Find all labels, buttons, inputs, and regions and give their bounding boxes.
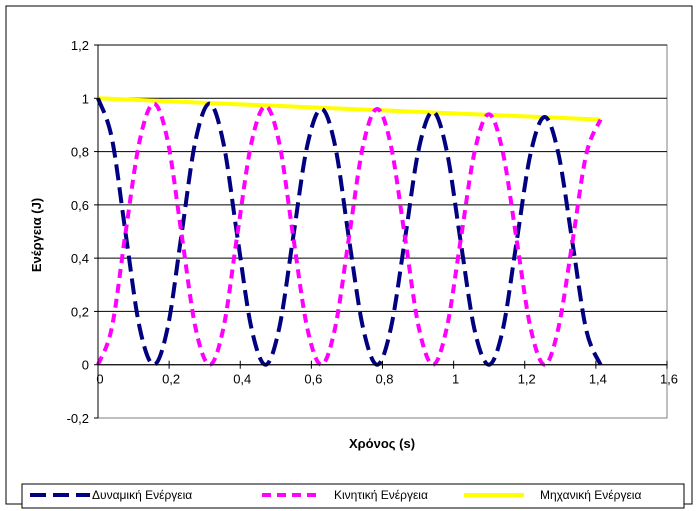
legend: Δυναμική Ενέργεια Κινητική Ενέργεια Μηχανι…	[21, 483, 685, 509]
series-lines	[96, 96, 603, 367]
x-tick-label-8: 1,6	[660, 372, 678, 387]
series-line-1	[96, 101, 603, 367]
x-tick-label-7: 1,4	[589, 372, 607, 387]
y-axis-title: Ενέργεια (J)	[29, 198, 44, 272]
x-tick-label-4: 0,8	[375, 372, 393, 387]
series-line-2	[97, 96, 601, 122]
legend-label-1: Κινητική Ενέργεια	[334, 488, 428, 502]
legend-box	[21, 483, 685, 509]
x-tick-label-1: 0,2	[162, 372, 180, 387]
legend-label-2: Μηχανική Ενέργεια	[540, 488, 641, 502]
y-tick-label-2: 0,2	[71, 304, 89, 319]
x-tick-label-5: 1	[452, 372, 459, 387]
y-tick-label-1: 0	[82, 358, 89, 373]
y-tick-label-5: 0,8	[71, 145, 89, 160]
x-tick-label-6: 1,2	[518, 372, 536, 387]
axes	[94, 44, 668, 419]
y-tick-label-7: 1,2	[71, 38, 89, 53]
x-axis-title: Χρόνος (s)	[349, 436, 415, 451]
x-tick-label-2: 0,4	[233, 372, 251, 387]
x-tick-label-3: 0,6	[304, 372, 322, 387]
legend-label-0: Δυναμική Ενέργεια	[92, 488, 192, 502]
y-tick-label-3: 0,4	[71, 251, 89, 266]
y-tick-label-4: 0,6	[71, 198, 89, 213]
x-tick-label-0: 0	[96, 372, 103, 387]
y-tick-label-0: -0,2	[67, 411, 89, 426]
y-tick-label-6: 1	[82, 91, 89, 106]
tick-labels: 0 0,2 0,4 0,6 0,8 1 1,2 1,4 1,6 -0,2 0 0,2 0,4 0,6 0,8…	[67, 38, 678, 426]
